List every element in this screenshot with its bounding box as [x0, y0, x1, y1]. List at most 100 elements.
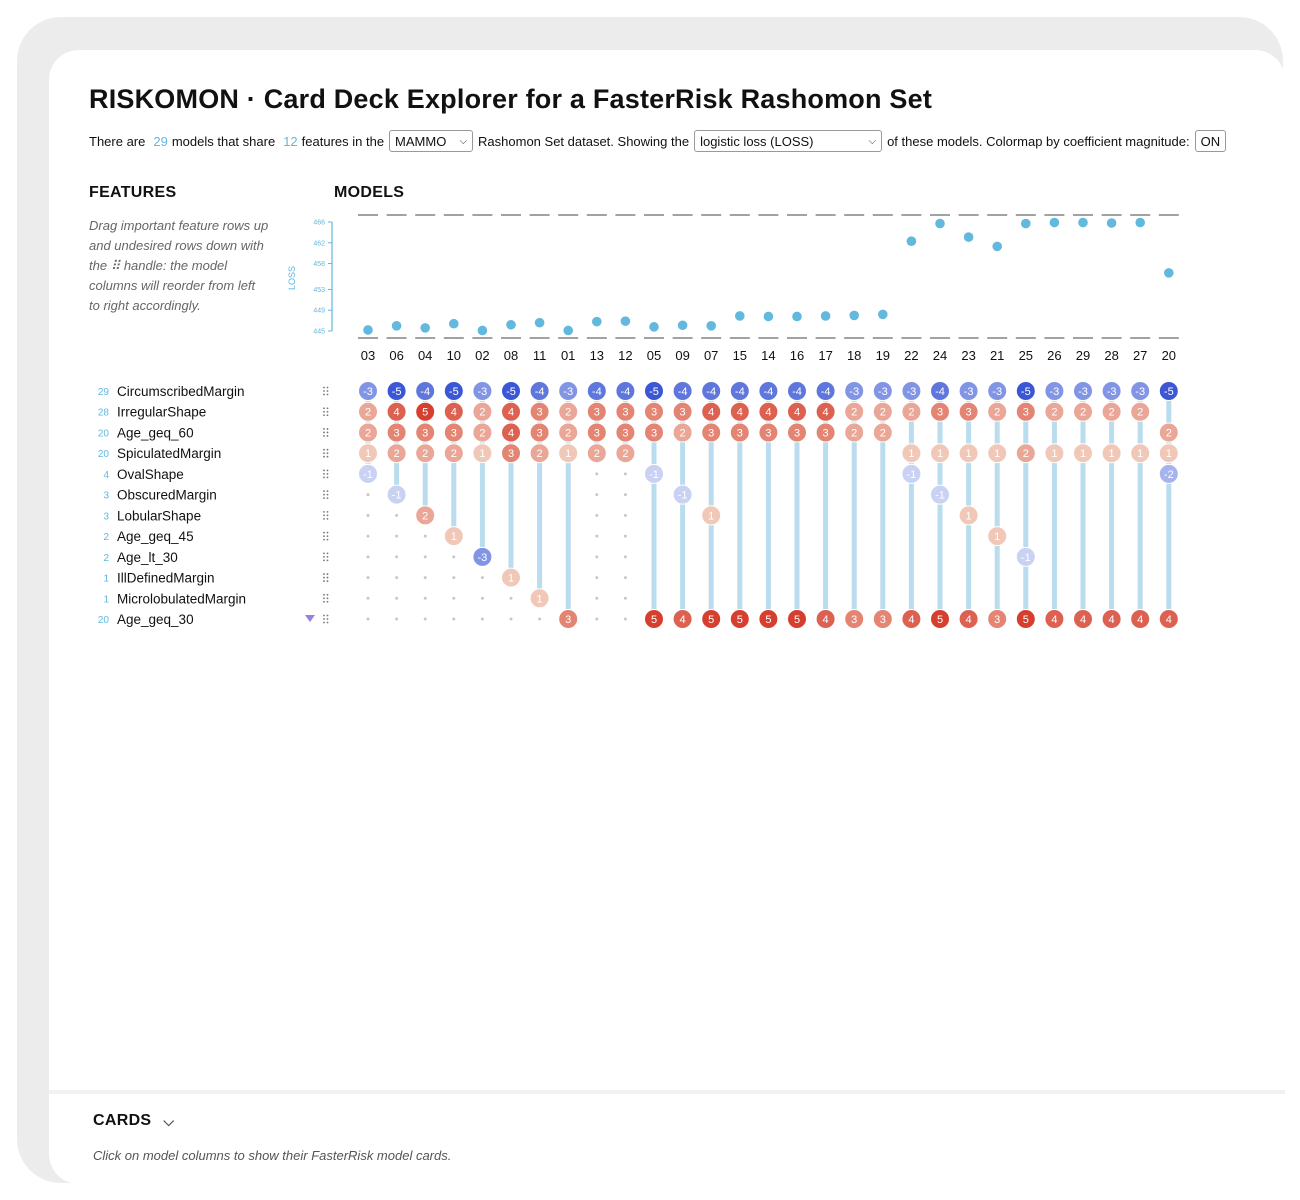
- drag-handle-icon[interactable]: [323, 428, 329, 437]
- loss-point[interactable]: [963, 232, 974, 242]
- coefficient-node[interactable]: 4: [443, 401, 464, 422]
- coefficient-node[interactable]: -4: [586, 381, 607, 401]
- coefficient-node[interactable]: 2: [1015, 443, 1036, 464]
- loss-point[interactable]: [391, 321, 402, 331]
- coefficient-node[interactable]: 2: [1101, 401, 1122, 422]
- coefficient-node[interactable]: -3: [558, 381, 579, 401]
- loss-point[interactable]: [1049, 217, 1060, 228]
- drag-handle-icon[interactable]: [323, 490, 329, 500]
- loss-point[interactable]: [592, 316, 602, 327]
- coefficient-node[interactable]: 1: [901, 443, 922, 464]
- coefficient-node[interactable]: -1: [1015, 546, 1036, 567]
- coefficient-node[interactable]: 3: [615, 422, 636, 443]
- coefficient-node[interactable]: 4: [758, 401, 779, 422]
- coefficient-node[interactable]: 3: [586, 401, 607, 422]
- coefficient-node[interactable]: -5: [386, 381, 407, 401]
- coefficient-node[interactable]: -5: [443, 381, 464, 401]
- coefficient-node[interactable]: -2: [1158, 463, 1179, 484]
- loss-point[interactable]: [506, 319, 516, 330]
- coefficient-node[interactable]: 3: [672, 401, 693, 422]
- coefficient-node[interactable]: 3: [930, 401, 950, 422]
- coefficient-node[interactable]: 1: [1101, 443, 1122, 464]
- loss-point[interactable]: [792, 311, 802, 322]
- model-id-label[interactable]: 21: [990, 348, 1004, 363]
- coefficient-node[interactable]: -4: [701, 381, 722, 401]
- coefficient-node[interactable]: 3: [758, 422, 779, 443]
- coefficient-node[interactable]: -4: [729, 381, 750, 401]
- coefficient-node[interactable]: 4: [1158, 609, 1179, 630]
- coefficient-node[interactable]: 5: [729, 609, 750, 630]
- drag-handle-icon[interactable]: [323, 510, 329, 520]
- loss-point[interactable]: [1135, 217, 1145, 228]
- coefficient-node[interactable]: 1: [501, 567, 521, 588]
- coefficient-node[interactable]: 5: [758, 609, 779, 630]
- model-id-label[interactable]: 22: [904, 348, 918, 363]
- coefficient-node[interactable]: 1: [443, 526, 464, 547]
- coefficient-node[interactable]: 4: [1044, 609, 1065, 630]
- drag-handle-icon[interactable]: [323, 552, 329, 562]
- drag-handle-icon[interactable]: [323, 531, 329, 541]
- coefficient-node[interactable]: -1: [672, 484, 693, 505]
- model-id-label[interactable]: 27: [1133, 348, 1147, 363]
- coefficient-node[interactable]: 3: [844, 609, 865, 630]
- drag-handle-icon[interactable]: [323, 573, 329, 582]
- coefficient-node[interactable]: -4: [930, 381, 950, 401]
- coefficient-node[interactable]: 3: [701, 422, 722, 443]
- coefficient-node[interactable]: 3: [987, 609, 1008, 630]
- loss-point[interactable]: [649, 322, 659, 332]
- coefficient-node[interactable]: 5: [701, 609, 722, 630]
- model-id-label[interactable]: 15: [733, 348, 747, 363]
- loss-point[interactable]: [763, 311, 774, 322]
- coefficient-node[interactable]: 2: [844, 401, 865, 422]
- coefficient-node[interactable]: 4: [1101, 609, 1122, 630]
- coefficient-node[interactable]: -3: [1130, 381, 1151, 401]
- coefficient-node[interactable]: -4: [787, 381, 807, 401]
- drag-handle-icon[interactable]: [323, 386, 329, 396]
- coefficient-node[interactable]: 5: [787, 609, 807, 630]
- coefficient-node[interactable]: -1: [644, 463, 664, 484]
- coefficient-node[interactable]: 3: [415, 422, 436, 443]
- coefficient-node[interactable]: -1: [386, 484, 407, 505]
- coefficient-node[interactable]: 1: [958, 505, 979, 526]
- loss-point[interactable]: [620, 316, 631, 326]
- coefficient-node[interactable]: 3: [501, 443, 521, 464]
- coefficient-node[interactable]: 2: [1158, 422, 1179, 443]
- coefficient-node[interactable]: -3: [1101, 381, 1122, 401]
- model-id-label[interactable]: 08: [504, 348, 518, 363]
- coefficient-node[interactable]: 1: [1158, 443, 1179, 464]
- loss-point[interactable]: [1106, 218, 1117, 228]
- coefficient-node[interactable]: -3: [472, 381, 493, 401]
- sort-triangle-icon[interactable]: [305, 615, 315, 623]
- coefficient-node[interactable]: 1: [930, 443, 950, 464]
- drag-handle-icon[interactable]: [323, 614, 329, 624]
- coefficient-node[interactable]: 3: [586, 422, 607, 443]
- coefficient-node[interactable]: 3: [615, 401, 636, 422]
- coefficient-node[interactable]: 4: [729, 401, 750, 422]
- coefficient-node[interactable]: 3: [558, 609, 579, 630]
- coefficient-node[interactable]: 2: [472, 401, 493, 422]
- coefficient-node[interactable]: 4: [958, 609, 979, 630]
- coefficient-node[interactable]: 2: [987, 401, 1008, 422]
- coefficient-node[interactable]: 1: [1044, 443, 1065, 464]
- model-id-label[interactable]: 17: [818, 348, 832, 363]
- coefficient-node[interactable]: 2: [872, 422, 893, 443]
- coefficient-node[interactable]: 1: [558, 443, 579, 464]
- coefficient-node[interactable]: 3: [644, 401, 664, 422]
- coefficient-node[interactable]: 2: [386, 443, 407, 464]
- loss-point[interactable]: [992, 241, 1002, 252]
- coefficient-node[interactable]: -3: [872, 381, 893, 401]
- coefficient-node[interactable]: 2: [358, 422, 378, 443]
- model-id-label[interactable]: 03: [361, 348, 375, 363]
- coefficient-node[interactable]: 2: [615, 443, 636, 464]
- coefficient-node[interactable]: 3: [529, 422, 550, 443]
- loss-point[interactable]: [477, 325, 488, 336]
- loss-point[interactable]: [563, 325, 573, 336]
- coefficient-node[interactable]: 5: [1015, 609, 1036, 630]
- model-id-label[interactable]: 18: [847, 348, 861, 363]
- coefficient-node[interactable]: 2: [672, 422, 693, 443]
- drag-handle-icon[interactable]: [323, 593, 329, 603]
- loss-point[interactable]: [449, 318, 459, 329]
- coefficient-node[interactable]: 2: [415, 505, 436, 526]
- coefficient-node[interactable]: 1: [701, 505, 722, 526]
- coefficient-node[interactable]: 2: [1073, 401, 1093, 422]
